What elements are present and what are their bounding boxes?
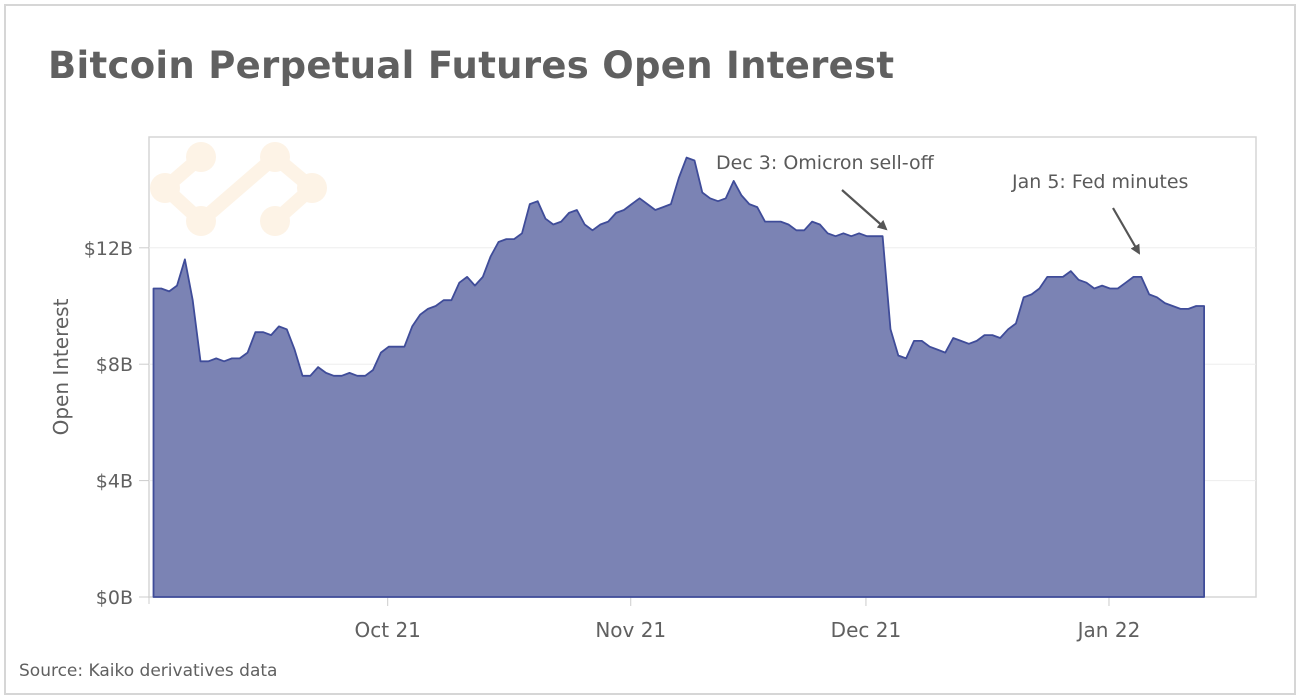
x-axis-ticks: Oct 21 Nov 21 Dec 21 Jan 22 [148,597,1141,642]
y-axis-ticks: $0B $4B $8B $12B [84,238,149,609]
y-tick-label: $0B [96,587,133,609]
y-tick-label: $8B [96,354,133,376]
annotation-label: Dec 3: Omicron sell-off [716,152,935,174]
annotation-arrow-icon [1112,207,1141,255]
y-tick-label: $4B [96,471,133,493]
x-tick-label: Nov 21 [595,618,666,642]
annotations: Dec 3: Omicron sell-off Jan 5: Fed minute… [716,152,1188,255]
y-axis-label: Open Interest [49,298,73,435]
x-tick-label: Oct 21 [355,618,421,642]
x-tick-label: Dec 21 [831,618,902,642]
source-note: Source: Kaiko derivatives data [19,661,278,681]
kaiko-watermark-icon [150,142,327,236]
chart-title: Bitcoin Perpetual Futures Open Interest [48,44,895,87]
x-tick-label: Jan 22 [1076,618,1141,642]
open-interest-area [152,156,1205,598]
annotation-arrow-icon [841,189,888,231]
annotation-label: Jan 5: Fed minutes [1011,171,1188,193]
y-tick-label: $12B [84,238,133,260]
